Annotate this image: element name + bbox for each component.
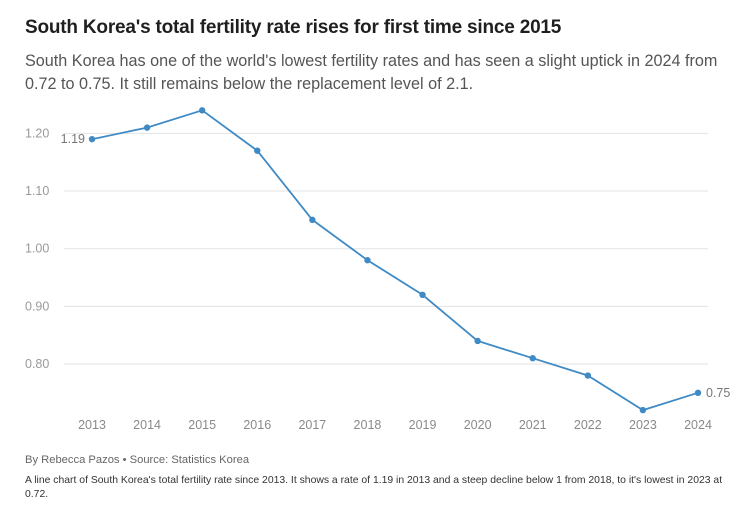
data-labels: 1.19 0.75 [61, 132, 731, 400]
x-tick-label: 2018 [354, 418, 382, 432]
x-tick-label: 2013 [78, 418, 106, 432]
data-point [584, 372, 592, 379]
data-label: 1.19 [61, 132, 85, 146]
data-point [198, 107, 206, 114]
series-line-group [91, 109, 699, 412]
x-tick-label: 2020 [464, 418, 492, 432]
data-point [364, 257, 371, 264]
data-point [639, 406, 647, 414]
data-point [143, 124, 151, 131]
data-point [309, 216, 316, 224]
data-label: 0.75 [706, 386, 730, 400]
x-axis-ticks: 2013 2014 2015 2016 2017 2018 2019 2020 2021 2022… [78, 418, 712, 432]
x-tick-label: 2015 [188, 418, 216, 432]
x-tick-label: 2023 [629, 418, 657, 432]
data-point [419, 291, 426, 299]
x-tick-label: 2024 [684, 418, 712, 432]
data-point [474, 337, 481, 345]
data-point [254, 147, 261, 154]
chart-description: A line chart of South Korea's total fert… [25, 475, 723, 500]
data-point [694, 389, 702, 397]
chart-subtitle: South Korea has one of the world's lowes… [25, 52, 718, 93]
y-tick-label: 0.80 [25, 357, 49, 371]
grid-lines [64, 132, 708, 365]
x-tick-label: 2017 [298, 418, 326, 432]
data-point [88, 135, 96, 143]
y-tick-label: 0.90 [25, 299, 49, 313]
x-tick-label: 2019 [409, 418, 437, 432]
x-tick-label: 2021 [519, 418, 547, 432]
series-line [91, 109, 699, 412]
data-points [88, 107, 702, 414]
y-tick-label: 1.10 [25, 184, 49, 198]
chart-title: South Korea's total fertility rate rises… [25, 17, 562, 38]
byline: By Rebecca Pazos • Source: Statistics Ko… [25, 454, 250, 466]
y-tick-label: 1.20 [25, 126, 49, 140]
x-tick-label: 2016 [243, 418, 271, 432]
x-tick-label: 2014 [133, 418, 161, 432]
data-point [529, 355, 536, 362]
y-axis-ticks: 0.80 0.90 1.00 1.10 1.20 [25, 126, 49, 371]
y-tick-label: 1.00 [25, 242, 49, 256]
x-tick-label: 2022 [574, 418, 602, 432]
